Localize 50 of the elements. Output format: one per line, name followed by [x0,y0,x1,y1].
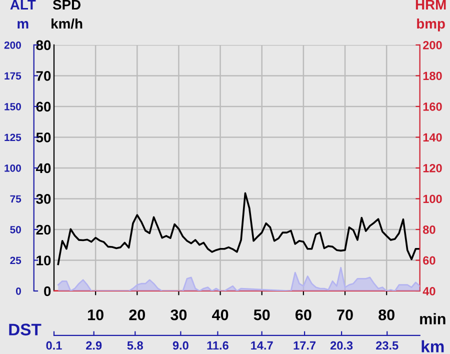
y2-axis-title: HRM bmp [416,0,446,32]
y-tick-label: 40 [36,163,51,174]
y-tick-label: 10 [36,256,51,266]
x-tick-label: 40 [212,309,228,320]
x-tick-label: 50 [254,309,270,320]
y3-tick-label: 150 [4,102,21,110]
x2-tick-label: 14.7 [251,341,273,350]
y2-tick-label: 200 [423,40,442,50]
y2-tick-label: 180 [423,72,442,80]
x2-tick-label: 0.1 [46,341,62,350]
y3-tick-label: 175 [4,72,22,80]
y-axis-title: SPD km/h [52,0,82,29]
x2-axis-title: km [422,340,444,352]
y3-tick-label: 0 [16,287,21,295]
x2-tick-label: 5.8 [127,341,143,350]
y2-tick-label: 140 [423,133,442,142]
y3-tick-label: 75 [10,195,22,203]
x-tick-label: 10 [88,309,104,320]
y2-tick-label: 160 [423,102,442,111]
y-tick-label: 50 [36,132,51,142]
x-tick-label: 60 [296,309,312,320]
x-tick-label: 70 [337,309,353,320]
x2-tick-label: 23.5 [376,341,398,350]
x2-tick-label: 17.7 [294,341,316,350]
y3-tick-label: 200 [4,41,21,49]
y2-tick-label: 100 [423,194,442,204]
x-tick-label: 80 [378,309,394,320]
y3-axis-title: ALT m [10,0,36,29]
x2-tick-label: 9.0 [172,341,188,350]
y3-tick-label: 100 [4,164,21,172]
y2-tick-label: 60 [423,256,436,265]
y2-tick-label: 40 [422,287,436,296]
y2-tick-label: 80 [423,226,436,234]
x-tick-label: 30 [170,309,187,320]
y-tick-label: 80 [36,40,51,50]
y2-tick-label: 120 [423,164,442,172]
x2-tick-label: 11.6 [207,341,228,350]
y-tick-label: 30 [36,194,51,204]
text: DST [9,324,42,336]
x2-tick-label: 20.3 [330,341,353,350]
y-tick-label: 60 [36,102,51,112]
x2-tick-label: 2.9 [86,341,102,350]
y-tick-label: 70 [36,71,51,81]
y-tick-label: 20 [36,224,51,235]
y3-tick-label: 125 [4,134,22,142]
x-tick-label: 20 [129,309,146,320]
y3-tick-label: 50 [10,226,21,234]
x-axis-title: min [420,313,446,324]
y-tick-label: 0 [44,286,51,296]
y3-tick-label: 25 [10,256,22,264]
